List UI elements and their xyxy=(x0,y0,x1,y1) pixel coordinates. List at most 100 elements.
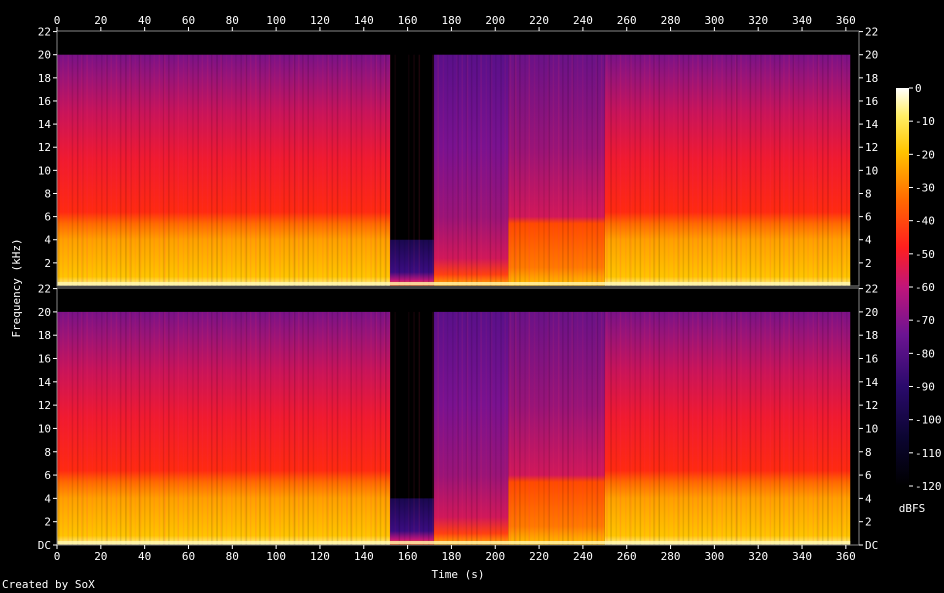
texture-streak xyxy=(292,311,295,545)
y-tick-label: 10 xyxy=(38,422,51,435)
texture-streak xyxy=(105,54,107,286)
spectrogram-panel-1 xyxy=(56,30,860,287)
texture-streak xyxy=(408,54,410,286)
texture-streak xyxy=(119,54,122,286)
texture-streak xyxy=(759,311,761,545)
texture-streak xyxy=(427,311,430,545)
texture-streak xyxy=(624,311,627,545)
texture-streak xyxy=(528,311,531,545)
texture-streak xyxy=(533,311,536,545)
texture-streak xyxy=(212,54,214,286)
texture-streak xyxy=(846,311,848,545)
texture-streak xyxy=(394,54,396,286)
texture-streak xyxy=(101,54,103,286)
texture-streak xyxy=(134,311,137,545)
x-tick-label: 180 xyxy=(441,14,461,27)
texture-streak xyxy=(374,311,377,545)
texture-streak xyxy=(365,54,367,286)
texture-streak xyxy=(519,54,521,286)
texture-streak xyxy=(298,54,300,286)
texture-streak xyxy=(831,311,833,545)
y-tick-label: 10 xyxy=(865,164,878,177)
texture-streak xyxy=(643,311,646,545)
texture-streak xyxy=(619,54,622,286)
texture-streak xyxy=(476,54,478,286)
x-tick-label: 200 xyxy=(485,14,505,27)
texture-streak xyxy=(409,311,411,545)
texture-streak xyxy=(211,311,213,545)
texture-streak xyxy=(221,54,224,286)
texture-streak xyxy=(615,54,618,286)
y-tick-label: 12 xyxy=(865,141,878,154)
texture-streak xyxy=(489,311,492,545)
texture-streak xyxy=(764,54,766,286)
texture-streak xyxy=(595,54,598,286)
texture-streak xyxy=(186,311,189,545)
texture-streak xyxy=(749,54,752,286)
texture-streak xyxy=(821,54,824,286)
x-tick-label: 220 xyxy=(529,550,549,563)
texture-streak xyxy=(206,311,209,545)
texture-streak xyxy=(827,54,829,286)
texture-streak xyxy=(331,54,334,286)
y-tick-label: 16 xyxy=(38,95,51,108)
y-tick-label: 12 xyxy=(865,399,878,412)
y-tick-label: 4 xyxy=(865,492,872,505)
texture-streak xyxy=(316,54,319,286)
texture-streak xyxy=(182,54,185,286)
x-tick-label: 240 xyxy=(573,14,593,27)
texture-streak xyxy=(446,54,449,286)
texture-streak xyxy=(394,311,396,545)
texture-streak xyxy=(591,54,593,286)
texture-streak xyxy=(678,54,680,286)
texture-streak xyxy=(571,54,574,286)
texture-streak xyxy=(596,54,599,286)
texture-streak xyxy=(106,311,108,545)
texture-streak xyxy=(340,311,343,545)
texture-streak xyxy=(432,54,434,286)
texture-streak xyxy=(130,311,132,545)
texture-streak xyxy=(524,311,526,545)
texture-streak xyxy=(596,311,599,545)
texture-streak xyxy=(485,54,488,286)
y-tick-label: 4 xyxy=(44,234,51,247)
texture-streak xyxy=(340,54,343,286)
texture-streak xyxy=(619,311,622,545)
texture-streak xyxy=(389,311,391,545)
texture-streak xyxy=(803,311,805,545)
texture-streak xyxy=(143,311,146,545)
texture-streak xyxy=(206,54,209,286)
texture-streak xyxy=(456,311,458,545)
texture-streak xyxy=(433,54,435,286)
y-tick-label: 16 xyxy=(38,353,51,366)
texture-streak xyxy=(385,54,387,286)
texture-streak xyxy=(442,311,445,545)
texture-streak xyxy=(812,54,815,286)
texture-streak xyxy=(706,54,709,286)
texture-streak xyxy=(432,311,434,545)
texture-streak xyxy=(106,54,108,286)
texture-streak xyxy=(465,311,468,545)
texture-streak xyxy=(754,54,757,286)
colorbar-tick-label: -60 xyxy=(915,281,935,294)
texture-streak xyxy=(110,54,112,286)
texture-streak xyxy=(346,54,348,286)
texture-streak xyxy=(269,54,272,286)
texture-streak xyxy=(639,54,642,286)
texture-streak xyxy=(457,54,459,286)
y-tick-label: 8 xyxy=(865,187,872,200)
texture-streak xyxy=(82,311,84,545)
colorbar-tick-label: -50 xyxy=(915,248,935,261)
texture-streak xyxy=(336,54,339,286)
panel-frame xyxy=(56,287,860,546)
texture-streak xyxy=(639,311,642,545)
texture-streak xyxy=(547,54,549,286)
texture-streak xyxy=(57,54,59,286)
texture-streak xyxy=(452,54,454,286)
y-tick-label: 18 xyxy=(865,72,878,85)
texture-streak xyxy=(500,311,502,545)
texture-streak xyxy=(143,54,146,286)
texture-streak xyxy=(725,311,728,545)
texture-streak xyxy=(701,311,703,545)
texture-streak xyxy=(268,54,271,286)
